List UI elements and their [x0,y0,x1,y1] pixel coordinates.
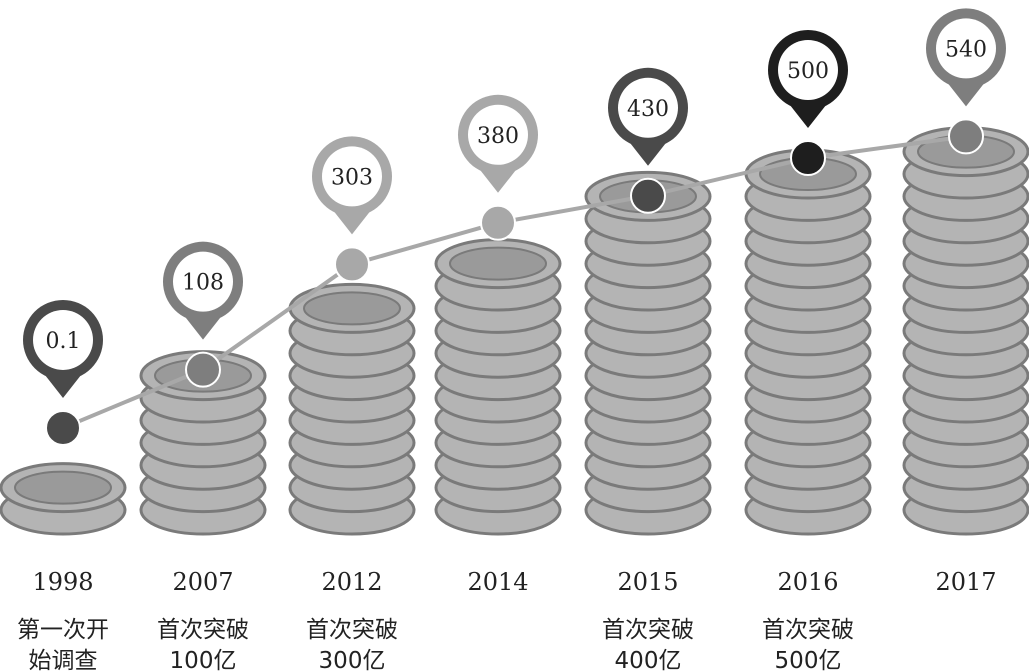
data-point-2015 [630,177,666,214]
pin-2014: 380 [458,94,538,241]
data-point-1998 [45,409,81,446]
coin-stack-2017 [902,126,1029,536]
annotation-2016-1: 500亿 [775,648,842,671]
tick-label-2012: 2012 [321,568,382,596]
tick-label-2015: 2015 [617,568,678,596]
pin-1998: 0.1 [23,299,103,446]
pin-2016: 500 [768,30,848,176]
coin-top-inner [14,470,112,505]
pin-2017: 540 [926,8,1006,155]
data-label-2017: 540 [945,37,987,62]
data-point-2012 [334,246,370,283]
pin-2012: 303 [312,136,392,283]
pin-center [468,104,528,165]
pin-center [778,40,838,100]
annotation-1998-0: 第一次开 [17,617,109,643]
annotation-2012-1: 300亿 [319,648,386,671]
data-label-2015: 430 [627,97,669,122]
coin-stack-2007 [139,350,267,536]
data-label-1998: 0.1 [46,329,81,354]
data-label-2012: 303 [331,165,373,190]
pin-center [936,18,996,79]
annotation-1998-1: 始调查 [29,648,98,671]
annotation-2016-0: 首次突破 [762,617,854,643]
coin-stack-2016 [744,148,872,536]
annotation-2012-0: 首次突破 [306,617,398,643]
coin-stack-2012 [288,282,416,536]
value-pins: 0.1 108 303 380 430 500 540 [23,8,1006,446]
pin-center [173,251,233,312]
data-point-2016 [790,140,826,176]
data-point-2007 [185,351,221,388]
coin-stack-1998 [0,462,127,536]
pin-center [322,146,382,207]
annotation-2015-0: 首次突破 [602,617,694,643]
tick-label-1998: 1998 [32,568,93,596]
tick-label-2017: 2017 [935,568,996,596]
pin-center [33,309,93,370]
coin-stack-2014 [434,238,562,536]
pin-center [618,77,678,138]
pin-2007: 108 [163,241,243,388]
data-label-2014: 380 [477,124,519,149]
coin-stacks [0,126,1029,536]
data-point-2017 [948,118,984,155]
tick-label-2007: 2007 [172,568,233,596]
data-point-2014 [480,204,516,241]
coin-top-inner [449,246,547,281]
annotation-2007-1: 100亿 [170,648,237,671]
tick-label-2014: 2014 [467,568,528,596]
data-label-2007: 108 [182,271,224,296]
pin-2015: 430 [608,67,688,214]
coin-top-inner [303,291,401,326]
annotation-2007-0: 首次突破 [157,617,249,643]
annotation-2015-1: 400亿 [615,648,682,671]
data-label-2016: 500 [787,59,829,84]
tick-label-2016: 2016 [777,568,838,596]
coin-stack-2015 [584,170,712,536]
